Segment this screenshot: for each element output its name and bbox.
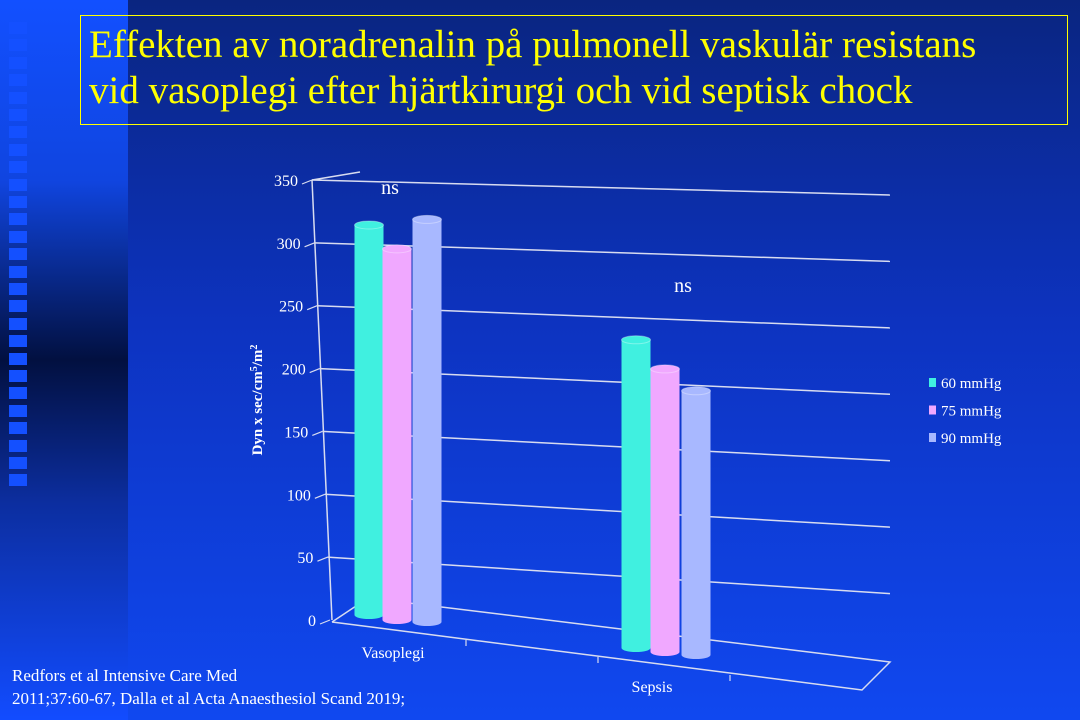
bar-base [621,644,651,652]
slide-title: Effekten av noradrenalin på pulmonell va… [80,15,1068,125]
bar-shade [650,368,680,652]
decorative-square [9,283,27,295]
decorative-square [9,91,27,104]
legend-label: 75 mmHg [941,404,1002,420]
legend-label: 60 mmHg [941,376,1002,392]
y-tick-label: 50 [297,550,313,567]
y-tick [317,556,328,562]
y-tick-label: 0 [308,613,316,630]
decorative-square [9,474,27,487]
decorative-square [9,161,27,174]
bar-base [681,651,711,659]
decorative-square [9,439,27,452]
y-tick-label: 250 [279,299,303,316]
bar-top [650,364,680,374]
title-line-2: vid vasoplegi efter hjärtkirurgi och vid… [89,69,913,112]
annotation-ns-sepsis: ns [674,275,692,297]
decorative-side-strip [0,0,128,720]
decorative-square [9,370,27,382]
gridline [311,179,891,196]
legend-swatch [929,405,936,415]
decorative-square [9,335,27,348]
bar-shade [354,225,384,615]
bar-base [412,618,442,626]
decorative-square [9,248,27,261]
decorative-square [9,56,27,69]
decorative-square [9,196,27,208]
bar-base [354,611,384,619]
y-tick-label: 150 [284,424,308,441]
decorative-square [9,404,27,417]
y-axis-label: Dyn x sec/cm5/m2 [249,345,267,456]
legend-swatch [929,433,936,442]
decorative-square [9,300,27,313]
y-tick-label: 350 [274,173,298,190]
decorative-square [9,126,27,139]
bar-sepsis-60-mmhg [621,335,651,652]
decorative-square [9,22,27,34]
bar-sepsis-90-mmhg [681,386,711,659]
decorative-square [9,178,27,191]
bar-vasoplegi-90-mmhg [412,214,442,626]
reference-citation: Redfors et al Intensive Care Med 2011;37… [12,664,405,710]
decorative-square [9,109,27,121]
top-edge [311,171,361,181]
decorative-square [9,422,27,435]
bar-base [382,616,412,624]
decorative-square [9,352,27,365]
decorative-square [9,213,27,226]
bar-shade [621,339,651,648]
bar-shade [382,248,412,620]
bar-shade [681,390,711,655]
decorative-square [9,387,27,400]
bar-vasoplegi-60-mmhg [354,220,384,619]
y-tick [309,368,320,374]
bar-top [382,244,412,254]
decorative-square [9,457,27,469]
bar-shade [412,219,442,622]
decorative-square [9,317,27,330]
bar-base [650,648,680,656]
decorative-square [9,230,27,243]
bar-sepsis-75-mmhg [650,364,680,656]
decorative-square [9,74,27,87]
y-tick [301,179,313,185]
y-tick-label: 100 [287,487,311,504]
y-tick [319,619,331,625]
category-label-sepsis: Sepsis [632,679,673,696]
bar-top [621,335,651,345]
annotation-ns-vasoplegi: ns [381,177,399,199]
y-axis-line [311,179,333,621]
y-tick [314,493,326,499]
decorative-square [9,265,27,278]
legend-swatch [929,378,936,387]
y-tick [304,242,315,248]
y-tick [312,430,323,436]
title-line-1: Effekten av noradrenalin på pulmonell va… [89,23,977,66]
y-tick-label: 200 [282,362,306,379]
reference-line-1: Redfors et al Intensive Care Med [12,666,238,685]
gridline [314,242,891,263]
y-tick-label: 300 [277,236,301,253]
bar-vasoplegi-75-mmhg [382,244,412,624]
legend-label: 90 mmHg [941,431,1002,447]
legend: 60 mmHg 75 mmHg 90 mmHg [929,376,1002,447]
bar-top [412,214,442,224]
reference-line-2: 2011;37:60-67, Dalla et al Acta Anaesthe… [12,689,406,708]
decorative-square [9,39,27,52]
decorative-square [9,143,27,156]
bar-top [354,220,384,230]
category-label-vasoplegi: Vasoplegi [361,645,425,662]
gridline [327,556,891,595]
y-tick [306,305,318,311]
bar-top [681,386,711,396]
